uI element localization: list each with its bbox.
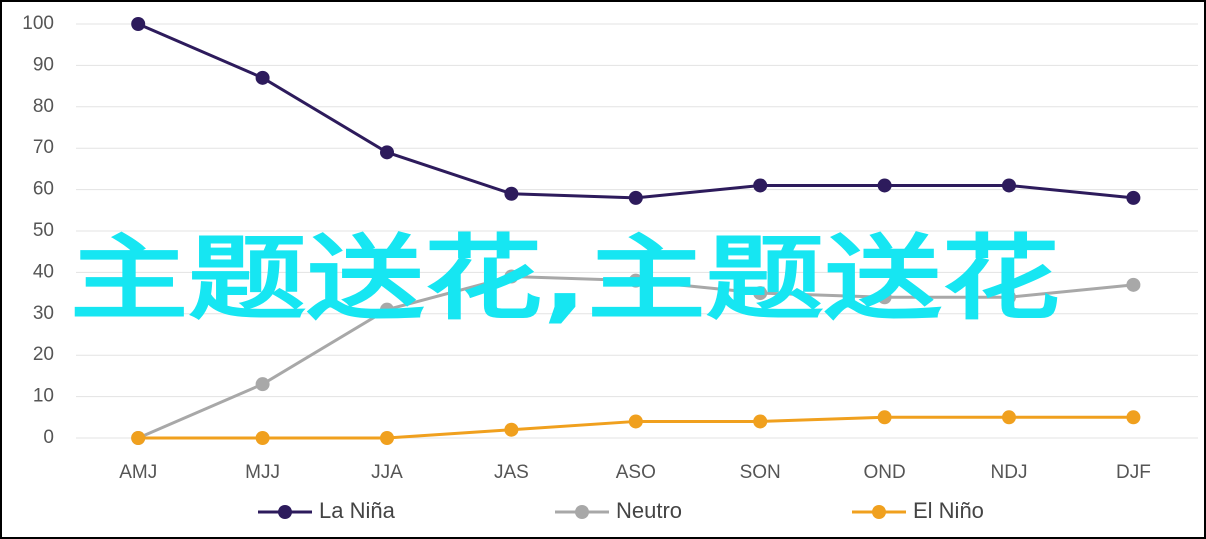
point — [131, 17, 146, 31]
point — [628, 190, 643, 205]
legend-label: La Niña — [319, 498, 396, 523]
overlay-text: 主题送花,主题送花 — [70, 225, 1060, 332]
x-tick-label: DJF — [1116, 462, 1151, 483]
point — [753, 414, 768, 429]
point — [877, 178, 892, 193]
y-tick-label: 40 — [33, 261, 54, 282]
point — [753, 286, 768, 301]
point — [504, 422, 519, 437]
y-tick-label: 80 — [33, 96, 54, 117]
x-tick-label: JAS — [494, 462, 529, 483]
point — [1126, 190, 1141, 205]
point — [380, 431, 394, 445]
point — [255, 431, 270, 445]
x-tick-label: MJJ — [245, 462, 280, 483]
legend-marker — [872, 505, 886, 519]
legend-label: Neutro — [616, 498, 682, 523]
legend-label: El Niño — [913, 498, 984, 523]
y-tick-label: 30 — [33, 303, 54, 324]
y-tick-label: 20 — [33, 344, 54, 365]
legend-marker — [278, 505, 292, 519]
point — [255, 70, 270, 85]
point — [380, 302, 394, 317]
point — [504, 186, 519, 201]
y-tick-label: 60 — [33, 179, 54, 200]
y-tick-label: 50 — [33, 220, 54, 241]
y-tick-label: 70 — [33, 137, 54, 158]
legend-marker — [575, 505, 589, 519]
point — [131, 431, 146, 445]
x-tick-label: ASO — [616, 462, 656, 483]
x-tick-label: SON — [740, 462, 781, 483]
point — [255, 377, 270, 392]
y-tick-label: 100 — [22, 13, 54, 34]
point — [877, 410, 892, 425]
y-tick-label: 90 — [33, 54, 54, 75]
point — [1126, 277, 1141, 292]
point — [628, 414, 643, 429]
point — [1126, 410, 1141, 425]
x-tick-label: OND — [863, 462, 905, 483]
x-tick-label: JJA — [371, 462, 403, 483]
point — [1002, 178, 1016, 193]
point — [753, 178, 768, 193]
x-tick-label: AMJ — [119, 462, 157, 483]
y-tick-label: 10 — [33, 386, 54, 407]
y-tick-label: 0 — [43, 427, 54, 448]
point — [504, 269, 519, 284]
point — [628, 273, 643, 288]
point — [877, 290, 892, 305]
point — [1002, 410, 1016, 425]
point — [380, 145, 394, 160]
point — [1002, 290, 1016, 305]
x-tick-label: NDJ — [991, 462, 1028, 483]
